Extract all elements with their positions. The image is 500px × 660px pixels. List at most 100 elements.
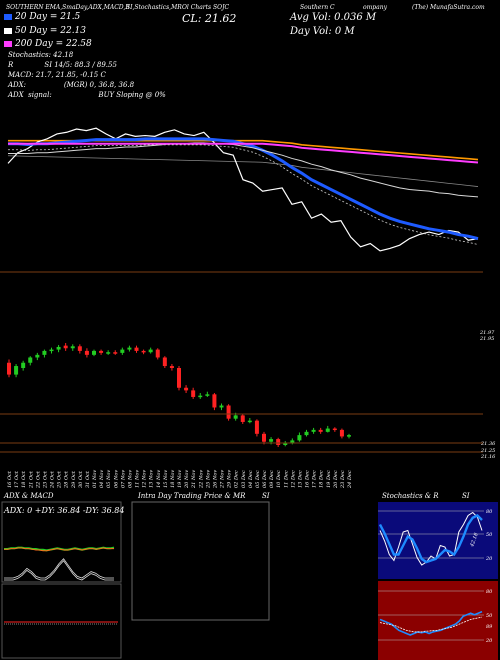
x-date-label: 07 Nov [120, 470, 126, 488]
x-date-label: 06 Dec [262, 470, 268, 488]
x-date-label: 13 Dec [297, 470, 303, 488]
x-date-label: 04 Nov [99, 470, 105, 488]
x-date-label: 19 Nov [177, 470, 183, 488]
adx-macd-panel-title: ADX & MACD [4, 492, 54, 500]
x-date-label: 20 Dec [333, 470, 339, 489]
candle-body [134, 347, 139, 351]
price-label-low-top: 21.36 [480, 441, 496, 447]
candle-body [318, 429, 323, 432]
candle-body [141, 350, 146, 353]
x-date-label: 25 Oct [57, 470, 63, 489]
candle-body [21, 362, 26, 369]
ema200-line [8, 142, 479, 164]
candle-body [347, 435, 351, 437]
x-date-label: 11 Dec [283, 470, 289, 488]
adx-macd-upper-frame [1, 501, 122, 583]
legend-ema200: 200 Day = 22.58 [4, 39, 92, 49]
x-date-label: 22 Oct [35, 470, 41, 489]
x-date-label: 06 Nov [113, 470, 119, 488]
adx-macd-panel: ADX: 0 +DY: 36.84 -DY: 36.84 [1, 501, 124, 659]
dotted-ma-line [8, 144, 479, 246]
intraday-frame [131, 501, 270, 621]
adx-lines [4, 546, 115, 581]
x-date-label: 24 Oct [50, 470, 56, 489]
candle-body [77, 346, 82, 351]
candle-body [240, 415, 245, 422]
macd-lines [4, 621, 118, 625]
legend-ema200-swatch [4, 40, 12, 47]
adx-macd-lower-frame [1, 583, 122, 659]
adx-minus-line [4, 558, 114, 579]
candle-body [84, 350, 89, 355]
rsi-tick-80: 80 [486, 589, 493, 595]
x-date-label: 01 Nov [92, 470, 98, 488]
candle-body [162, 357, 167, 367]
legend-ema200-label: 200 Day = 22.58 [15, 39, 92, 49]
x-date-label: 04 Dec [248, 470, 254, 488]
stoch-panel-title: Stochastics & R [382, 492, 439, 500]
mrsi-line [379, 616, 483, 633]
x-date-label: 21 Oct [28, 470, 34, 489]
x-date-label: 18 Dec [319, 470, 325, 488]
candle-body [339, 429, 344, 437]
candle-body [49, 349, 54, 352]
header-text-1: SOUTHERN EMA,SmaDay,ADX,MACD,B [6, 4, 130, 11]
close-price-label: CL: 21.62 [182, 12, 237, 25]
x-date-label: 18 Nov [170, 470, 176, 488]
rsi-tick-50: 50 [486, 613, 493, 619]
x-date-label: 28 Oct [64, 470, 70, 489]
signal-line [4, 547, 114, 552]
x-date-label: 31 Oct [85, 470, 91, 488]
legend-ema20-swatch [4, 13, 12, 20]
adx-signal-readout: ADX signal: BUY Sloping @ 0% [8, 91, 166, 99]
x-date-label: 05 Nov [106, 470, 112, 488]
x-date-label: 08 Nov [127, 470, 133, 488]
moving-average-layer [7, 127, 479, 252]
candle-body [7, 362, 11, 375]
x-date-label: 12 Dec [290, 470, 296, 488]
x-date-label: 09 Dec [269, 470, 275, 488]
x-date-label: 17 Dec [312, 470, 318, 488]
stochastics-background [378, 502, 498, 579]
legend-ema20: 20 Day = 21.5 [4, 12, 80, 22]
candle-body [28, 357, 33, 363]
x-date-label: 13 Nov [149, 470, 155, 488]
stoch-tick-20: 20 [485, 556, 493, 562]
stoch-tick-80: 80 [486, 509, 493, 515]
intraday-panel-title-right: SI [262, 492, 270, 500]
day-volume-label: Day Vol: 0 M [290, 26, 355, 37]
candle-body [14, 366, 19, 375]
x-date-label: 10 Dec [276, 470, 282, 488]
x-date-label: 23 Dec [340, 470, 346, 489]
candle-body [177, 368, 181, 388]
candle-body [184, 387, 189, 391]
adx-readout: ADX: (MGR) 0, 36.8, 36.8 [8, 81, 135, 89]
candle-body [212, 394, 217, 408]
stoch-panel-title-right: SI [462, 492, 470, 500]
candle-body [247, 420, 252, 423]
candle-body [155, 349, 160, 358]
candle-body [198, 395, 203, 398]
x-date-label: 25 Nov [205, 470, 211, 489]
candle-body [148, 349, 153, 353]
candle-body [113, 352, 118, 354]
close-price-line [7, 127, 479, 252]
candle-body [106, 352, 111, 354]
candle-body [290, 440, 295, 444]
header-text-3: Ol Charts SOJC [182, 4, 230, 11]
x-date-label: 19 Dec [326, 470, 332, 488]
rsi-background [378, 581, 498, 660]
legend-ema50-swatch [4, 27, 12, 34]
x-axis-labels: 16 Oct 17 Oct 18 Oct 21 Oct 22 Oct 23 Oct 24 O… [7, 470, 353, 489]
adx-macd-values: ADX: 0 +DY: 36.84 -DY: 36.84 [3, 506, 124, 515]
candle-body [127, 347, 132, 350]
x-date-label: 30 Oct [78, 470, 84, 488]
x-date-label: 29 Oct [71, 470, 77, 489]
intraday-panel-title: Intra Day Trading Price & MR [138, 492, 246, 500]
macd-readout: MACD: 21.7, 21.85, -0.15 C [8, 71, 106, 79]
candle-body [70, 346, 75, 349]
candle-body [35, 354, 40, 358]
x-date-label: 11 Nov [135, 470, 141, 488]
stochastics-lines [378, 511, 483, 566]
candle-body [99, 350, 104, 353]
